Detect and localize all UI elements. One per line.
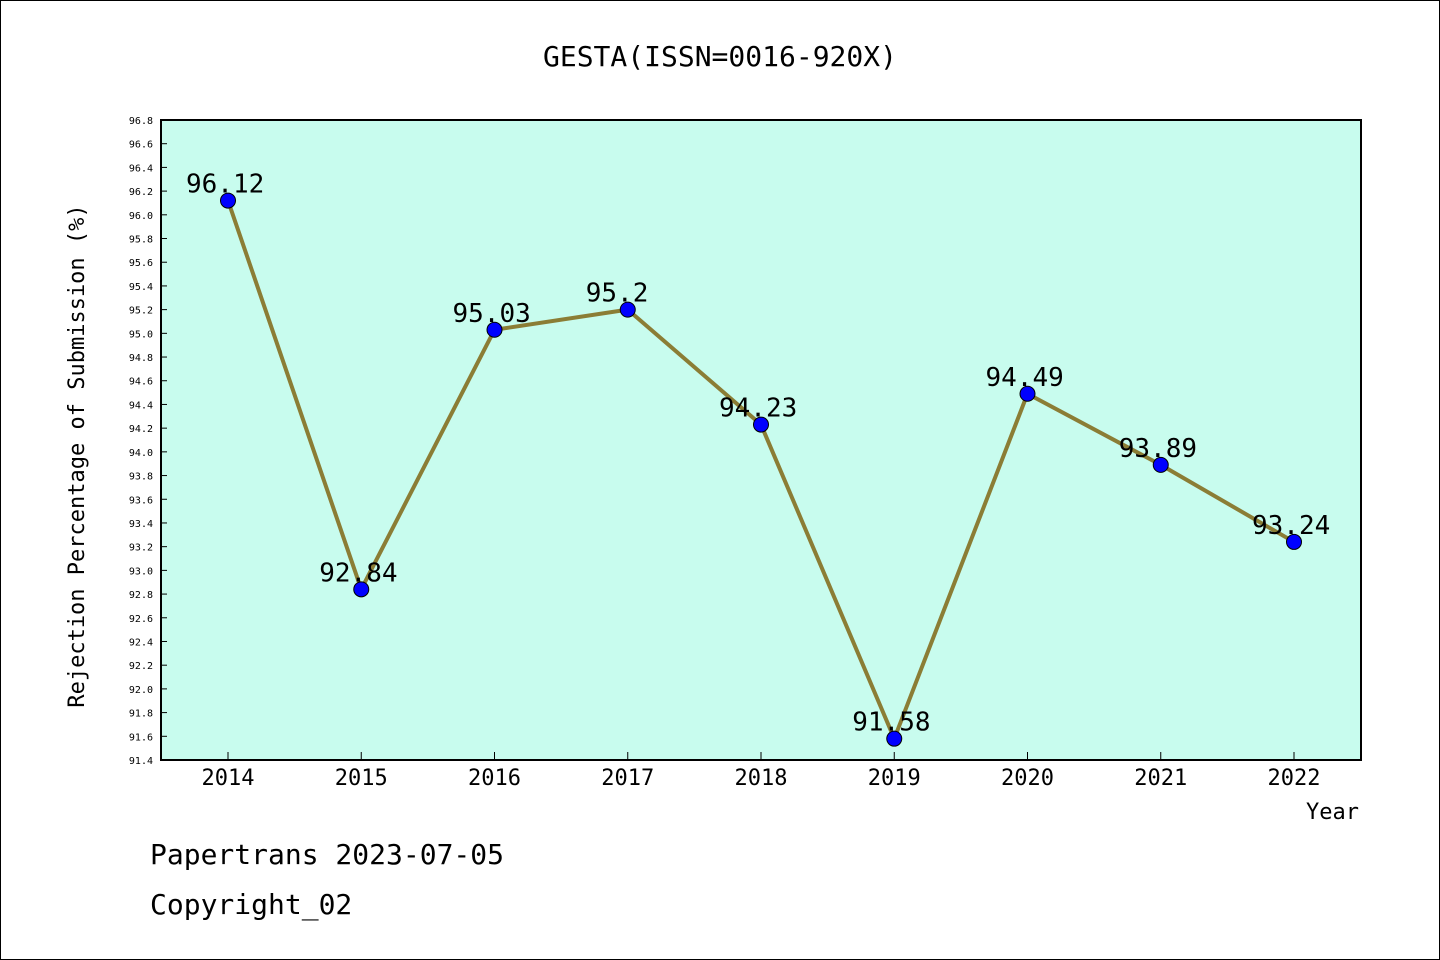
y-axis-label: Rejection Percentage of Submission (%)	[65, 204, 90, 707]
data-point-marker	[220, 192, 236, 209]
footer-copyright: Copyright_02	[150, 888, 352, 922]
y-tick-label: 94.4	[129, 400, 153, 411]
y-tick-label: 92.4	[129, 637, 153, 648]
data-label: 96.12	[186, 170, 264, 200]
footer-date: Papertrans 2023-07-05	[150, 838, 504, 871]
data-label: 92.84	[319, 558, 397, 588]
y-tick-label: 95.0	[129, 329, 153, 340]
y-tick-label: 93.2	[129, 543, 153, 554]
data-label: 95.03	[453, 299, 531, 329]
y-tick-label: 92.0	[129, 685, 153, 696]
y-tick-label: 93.0	[129, 566, 153, 577]
data-label: 93.89	[1119, 434, 1197, 464]
data-point-marker	[1019, 385, 1036, 402]
x-tick-label: 2017	[601, 766, 654, 791]
x-tick-label: 2019	[868, 766, 921, 791]
x-axis: 2014 2015 2016 2017 2018 2019 2020 2021 2022	[202, 752, 1321, 791]
x-tick-label: 2018	[735, 766, 788, 791]
y-tick-label: 92.6	[129, 614, 153, 625]
data-point-marker	[353, 581, 370, 598]
y-tick-label: 92.8	[129, 590, 153, 601]
y-tick-label: 96.8	[129, 116, 153, 127]
y-tick-label: 92.2	[129, 661, 153, 672]
y-tick-label: 93.8	[129, 472, 153, 483]
y-tick-label: 96.4	[129, 163, 153, 174]
y-tick-label: 95.2	[129, 306, 153, 317]
plot-area	[160, 119, 1362, 761]
y-axis: 91.4 91.6 91.8 92.0 92.2 92.4 92.6 92.8 93.0 93.2…	[129, 116, 167, 767]
y-tick-label: 93.4	[129, 519, 153, 530]
y-tick-label: 94.2	[129, 424, 153, 435]
data-label: 91.58	[852, 708, 930, 738]
x-tick-label: 2015	[335, 766, 388, 791]
data-label: 94.49	[986, 363, 1064, 393]
y-tick-label: 95.4	[129, 282, 153, 293]
y-tick-label: 91.6	[129, 732, 153, 743]
x-tick-label: 2016	[468, 766, 521, 791]
data-point-marker	[886, 730, 903, 747]
chart-title: GESTA(ISSN=0016-920X)	[543, 40, 897, 73]
x-tick-label: 2020	[1001, 766, 1054, 791]
y-tick-label: 94.8	[129, 353, 153, 364]
data-label: 93.24	[1252, 511, 1330, 541]
x-tick-label: 2014	[202, 766, 255, 791]
y-tick-label: 94.0	[129, 448, 153, 459]
data-point-marker	[619, 301, 636, 318]
data-point-marker	[486, 321, 503, 338]
y-tick-label: 96.0	[129, 211, 153, 222]
data-point-marker	[753, 416, 769, 433]
y-tick-label: 91.8	[129, 709, 153, 720]
y-tick-label: 94.6	[129, 377, 153, 388]
y-tick-label: 96.2	[129, 187, 153, 198]
y-tick-label: 95.8	[129, 235, 153, 246]
x-tick-label: 2021	[1134, 766, 1187, 791]
data-label-group: 96.12 92.84 95.03 95.2 94.23 91.58 94.49 93.89 9…	[186, 170, 1330, 738]
y-tick-label: 93.6	[129, 495, 153, 506]
data-point-marker	[1286, 533, 1302, 550]
y-tick-label: 95.6	[129, 258, 153, 269]
x-axis-label: Year	[1306, 800, 1359, 825]
data-label: 95.2	[586, 279, 649, 309]
data-label: 94.23	[719, 394, 797, 424]
data-point-marker	[1152, 456, 1169, 473]
marker-group	[220, 192, 1302, 747]
x-tick-label: 2022	[1268, 766, 1321, 791]
y-tick-label: 91.4	[129, 756, 153, 767]
y-tick-label: 96.6	[129, 140, 153, 151]
